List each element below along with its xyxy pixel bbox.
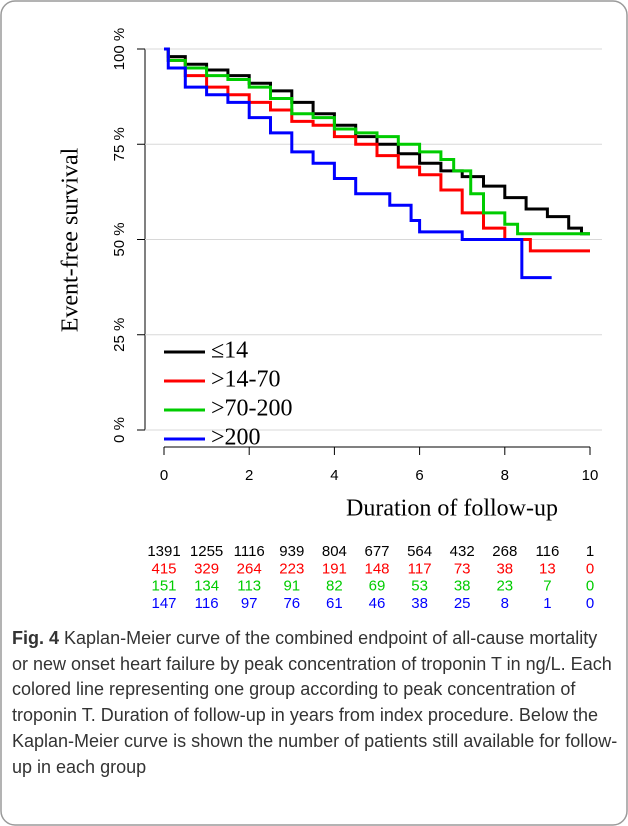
- at-risk-count: 38: [411, 595, 428, 612]
- at-risk-count: 116: [535, 543, 559, 560]
- at-risk-count: 82: [326, 578, 343, 595]
- legend-label: >200: [211, 425, 261, 451]
- at-risk-count: 223: [279, 560, 304, 577]
- caption: Fig. 4 Kaplan-Meier curve of the combine…: [12, 626, 618, 780]
- x-tick-label: 10: [582, 467, 599, 484]
- at-risk-count: 151: [151, 578, 176, 595]
- at-risk-count: 8: [501, 595, 509, 612]
- at-risk-count: 76: [283, 595, 300, 612]
- at-risk-count: 73: [454, 560, 471, 577]
- at-risk-count: 0: [586, 595, 594, 612]
- survival-curve: [164, 47, 552, 280]
- y-tick-label: 25 %: [111, 318, 128, 352]
- at-risk-count: 25: [454, 595, 471, 612]
- at-risk-count: 1: [586, 543, 594, 560]
- at-risk-count: 117: [408, 560, 432, 577]
- legend-label: >70-200: [211, 396, 293, 422]
- y-axis-label: Event-free survival: [58, 147, 84, 332]
- at-risk-count: 148: [364, 560, 389, 577]
- at-risk-count: 0: [586, 560, 594, 577]
- at-risk-count: 61: [326, 595, 343, 612]
- at-risk-count: 677: [364, 543, 389, 560]
- at-risk-count: 69: [369, 578, 386, 595]
- y-tick-label: 0 %: [111, 417, 128, 443]
- survival-curve: [164, 47, 590, 236]
- at-risk-count: 1391: [147, 543, 180, 560]
- at-risk-count: 134: [194, 578, 219, 595]
- at-risk-count: 939: [279, 543, 304, 560]
- x-tick-label: 6: [415, 467, 423, 484]
- legend-label: >14-70: [211, 367, 281, 393]
- at-risk-count: 432: [450, 543, 475, 560]
- at-risk-count: 415: [151, 560, 176, 577]
- at-risk-count: 38: [454, 578, 471, 595]
- at-risk-count: 329: [194, 560, 219, 577]
- at-risk-count: 191: [322, 560, 347, 577]
- at-risk-count: 13: [539, 560, 556, 577]
- at-risk-count: 38: [496, 560, 513, 577]
- at-risk-count: 46: [369, 595, 386, 612]
- x-tick-label: 0: [160, 467, 168, 484]
- y-tick-label: 100 %: [111, 28, 128, 71]
- x-tick-label: 2: [245, 467, 253, 484]
- at-risk-count: 804: [322, 543, 347, 560]
- x-axis-label: Duration of follow-up: [346, 496, 558, 522]
- survival-curve: [164, 47, 590, 253]
- legend-label: ≤14: [211, 338, 248, 364]
- at-risk-count: 7: [543, 578, 551, 595]
- at-risk-count: 147: [151, 595, 176, 612]
- at-risk-count: 91: [283, 578, 300, 595]
- at-risk-count: 268: [492, 543, 517, 560]
- at-risk-count: 1116: [234, 543, 265, 560]
- at-risk-count: 116: [195, 595, 219, 612]
- at-risk-count: 23: [496, 578, 513, 595]
- at-risk-count: 1255: [190, 543, 223, 560]
- at-risk-count: 1: [543, 595, 551, 612]
- at-risk-count: 53: [411, 578, 428, 595]
- at-risk-count: 113: [237, 578, 261, 595]
- survival-curve: [164, 47, 590, 236]
- x-tick-label: 8: [501, 467, 509, 484]
- y-tick-label: 75 %: [111, 127, 128, 161]
- at-risk-count: 564: [407, 543, 432, 560]
- at-risk-count: 264: [237, 560, 262, 577]
- y-tick-label: 50 %: [111, 222, 128, 256]
- at-risk-count: 0: [586, 578, 594, 595]
- caption-text: Kaplan-Meier curve of the combined endpo…: [12, 628, 618, 777]
- at-risk-count: 97: [241, 595, 258, 612]
- caption-label: Fig. 4: [12, 628, 60, 648]
- x-tick-label: 4: [330, 467, 338, 484]
